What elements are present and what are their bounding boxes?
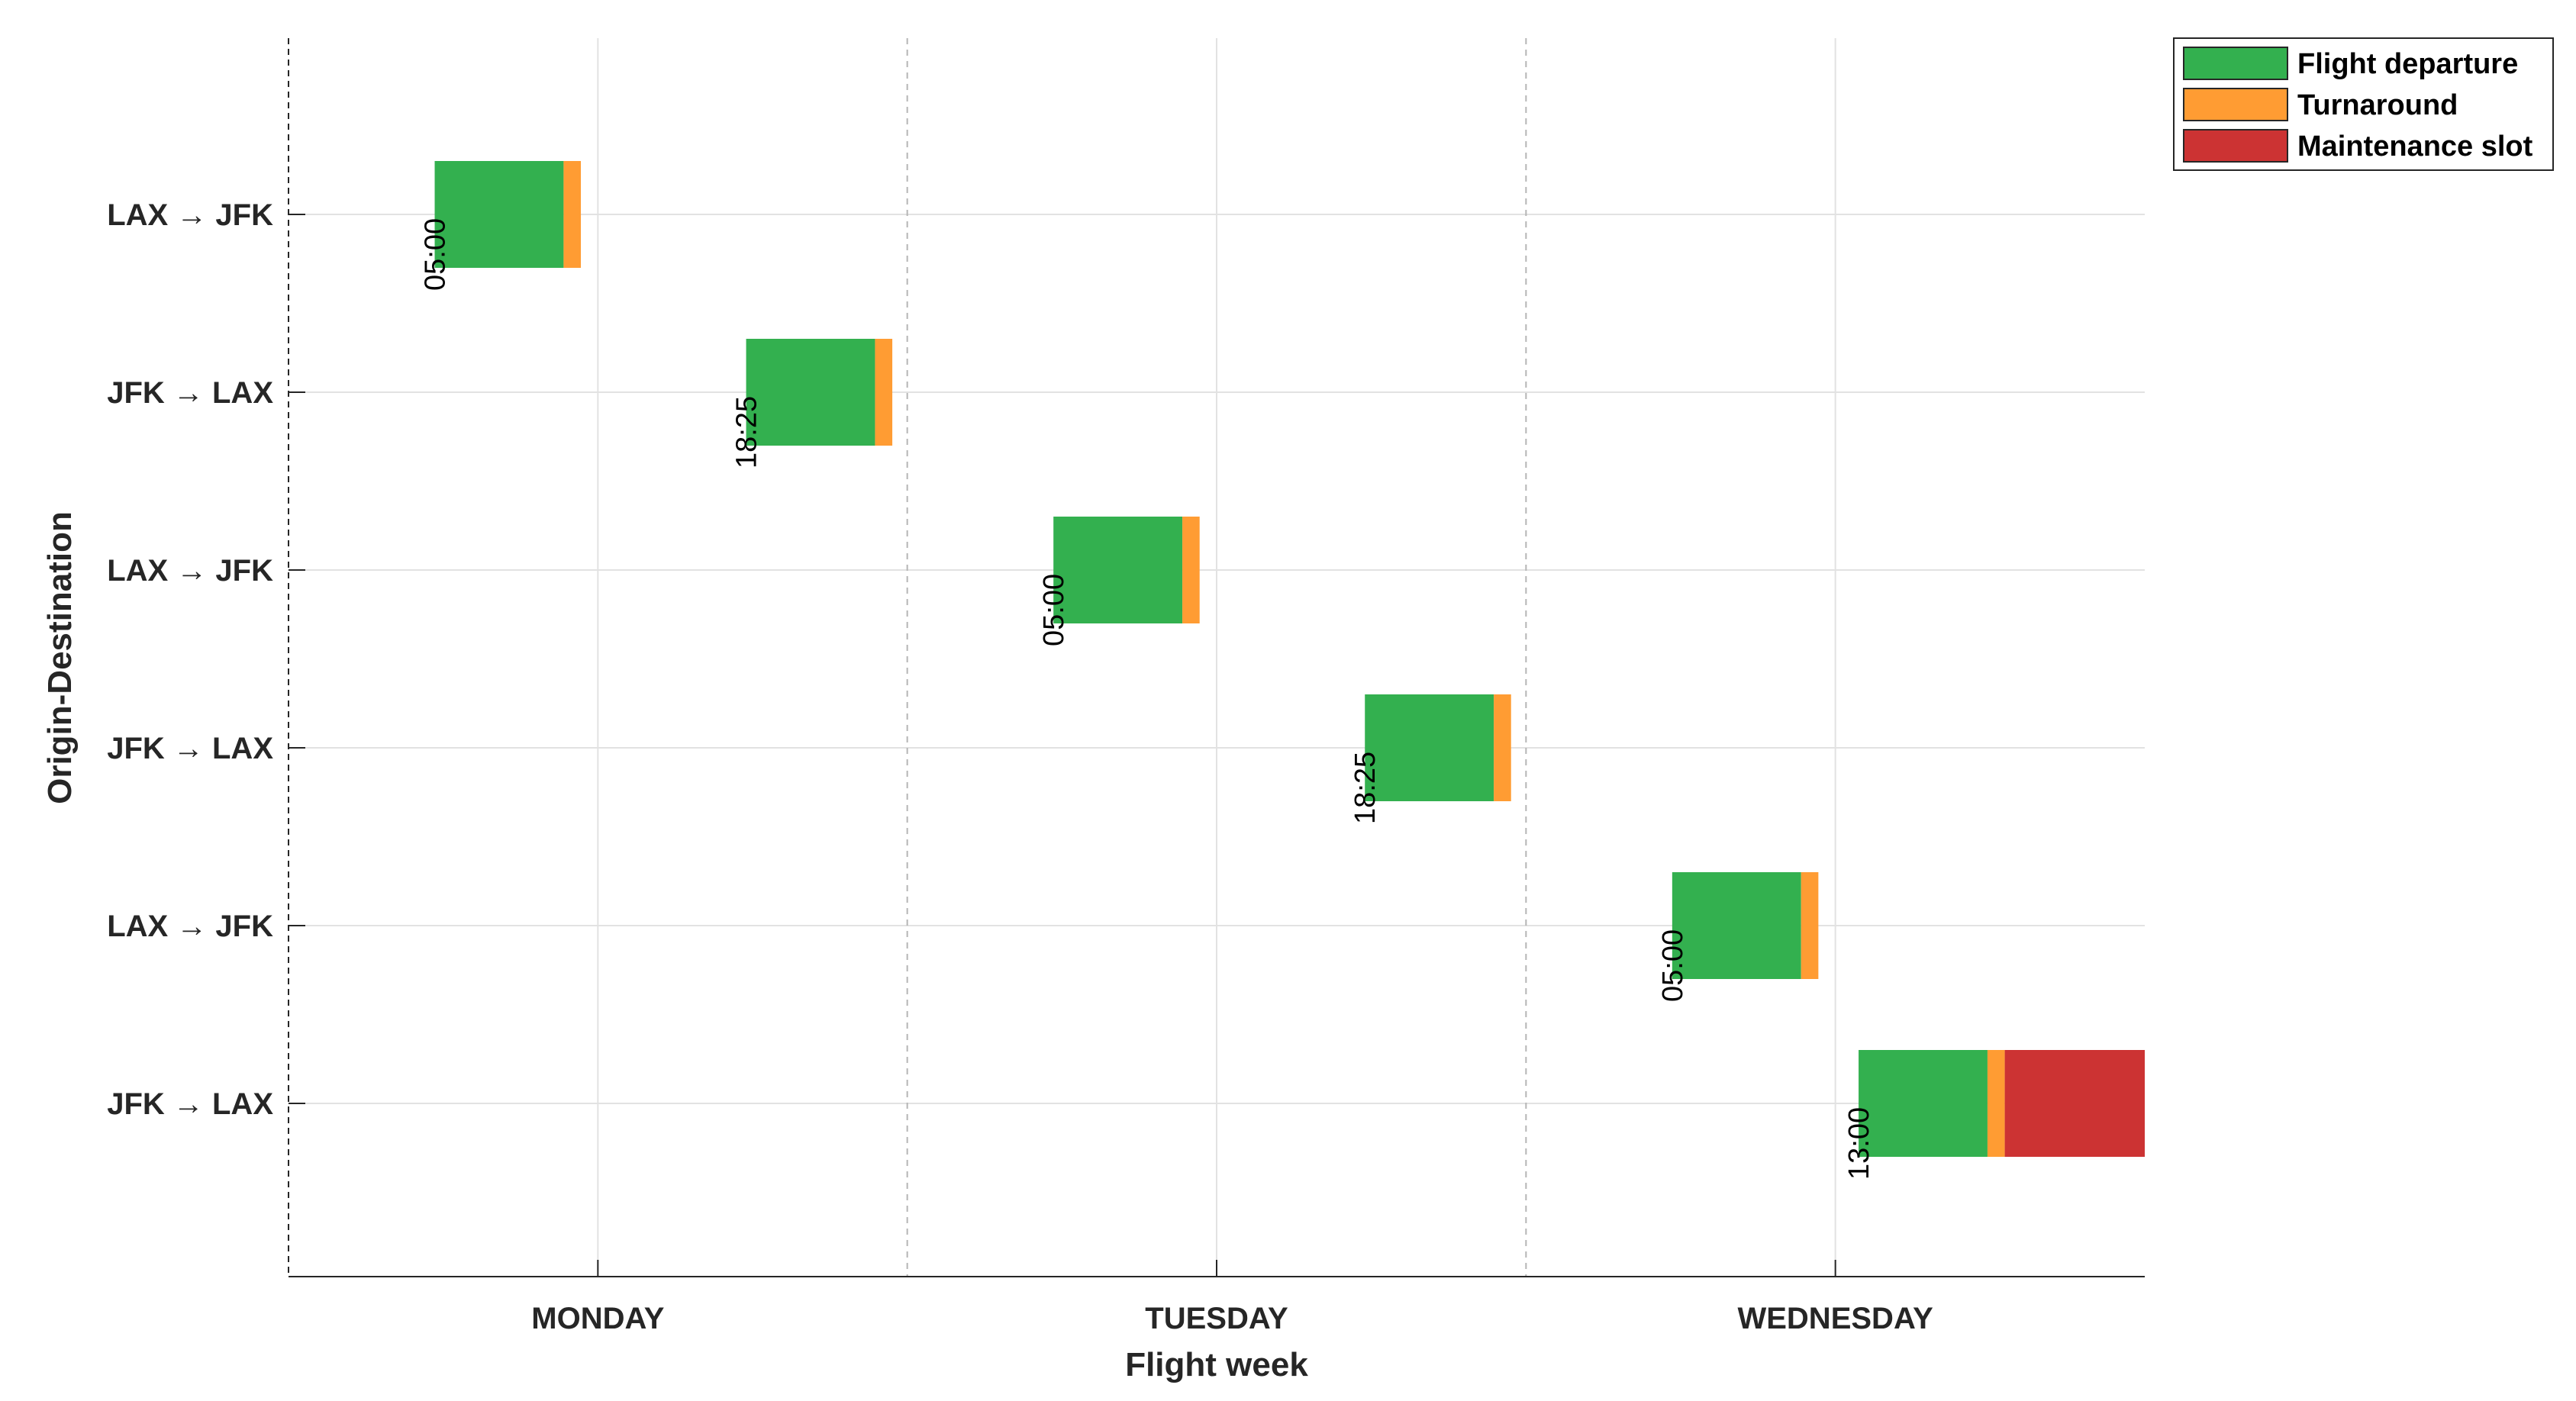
departure-time-label: 05:00 xyxy=(420,218,452,291)
x-tick-label: WEDNESDAY xyxy=(1737,1302,1933,1335)
y-tick-label: JFK → LAX xyxy=(107,376,273,410)
turnaround-bar xyxy=(1494,694,1511,801)
flight-bar xyxy=(434,161,564,268)
grid-lines xyxy=(289,38,2145,1277)
departure-time-label: 18:25 xyxy=(1349,752,1381,824)
departure-time-label: 05:00 xyxy=(1038,574,1070,646)
flight-bar xyxy=(746,339,875,446)
turnaround-bar xyxy=(1987,1050,2005,1157)
y-tick-label: JFK → LAX xyxy=(107,1087,273,1121)
flight-bar xyxy=(1672,872,1801,979)
y-tick-label: JFK → LAX xyxy=(107,732,273,765)
y-tick-label: LAX → JFK xyxy=(107,198,273,232)
departure-time-label: 18:25 xyxy=(731,396,763,469)
turnaround-bar xyxy=(1801,872,1819,979)
flight-bar xyxy=(1859,1050,1988,1157)
legend-swatch-maintenance xyxy=(2183,129,2288,163)
legend-label-maintenance: Maintenance slot xyxy=(2297,130,2533,163)
y-tick-label: LAX → JFK xyxy=(107,910,273,943)
departure-time-label: 13:00 xyxy=(1843,1107,1875,1180)
tick-labels: LAX → JFK JFK → LAX LAX → JFK JFK → LAX LAX … xyxy=(107,198,1933,1335)
flight-bar xyxy=(1053,517,1183,623)
bars: 05:00 18:25 05:00 18:25 05:00 13:00 xyxy=(420,161,2145,1180)
turnaround-bar xyxy=(563,161,582,268)
legend-swatch-turnaround xyxy=(2183,88,2288,121)
legend-swatch-flight xyxy=(2183,47,2288,80)
legend-label-turnaround: Turnaround xyxy=(2297,89,2458,121)
y-axis-title: Origin-Destination xyxy=(41,511,79,804)
legend-label-flight: Flight departure xyxy=(2297,48,2518,80)
turnaround-bar xyxy=(875,339,893,446)
y-tick-label: LAX → JFK xyxy=(107,554,273,588)
maintenance-bar xyxy=(2004,1050,2145,1157)
legend: Flight departure Turnaround Maintenance sl… xyxy=(2173,37,2554,171)
x-tick-label: TUESDAY xyxy=(1145,1302,1288,1335)
departure-time-label: 05:00 xyxy=(1657,929,1689,1002)
x-tick-label: MONDAY xyxy=(531,1302,664,1335)
x-axis-title: Flight week xyxy=(1125,1346,1308,1383)
flight-bar xyxy=(1365,694,1494,801)
turnaround-bar xyxy=(1182,517,1200,623)
